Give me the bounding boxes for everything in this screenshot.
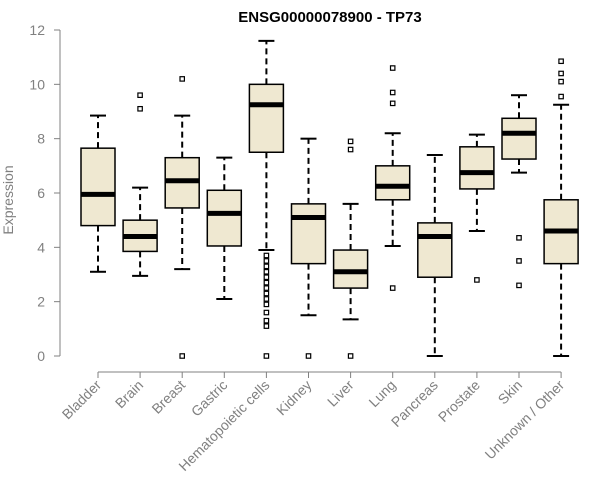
x-tick-label: Pancreas xyxy=(388,377,441,430)
outlier-point xyxy=(137,92,143,99)
outlier-point xyxy=(389,285,396,291)
outlier-point xyxy=(389,89,396,96)
box-group xyxy=(80,114,116,273)
y-tick-label: 0 xyxy=(37,348,45,364)
outlier-point xyxy=(263,263,270,270)
y-tick-label: 2 xyxy=(37,294,45,310)
x-tick-label: Lung xyxy=(365,377,398,410)
box-group xyxy=(290,137,327,359)
x-tick-label: Brain xyxy=(112,377,146,411)
y-tick-label: 8 xyxy=(37,131,45,147)
box-group xyxy=(248,39,285,359)
outlier-point xyxy=(263,252,270,259)
box-plots xyxy=(80,39,579,359)
outlier-point xyxy=(263,285,270,291)
outlier-point xyxy=(389,100,396,107)
x-tick-label: Kidney xyxy=(273,377,315,419)
outlier-point xyxy=(263,323,270,329)
outlier-point xyxy=(263,317,270,324)
box-group xyxy=(122,92,158,277)
outlier-point xyxy=(389,65,396,71)
box-iqr xyxy=(206,189,243,247)
outlier-point xyxy=(263,279,270,286)
box-group xyxy=(543,58,579,357)
outlier-point xyxy=(558,58,564,65)
outlier-point xyxy=(263,258,270,264)
box-group xyxy=(374,65,411,291)
box-group xyxy=(459,133,495,283)
outlier-point xyxy=(305,353,312,359)
x-tick-label: Breast xyxy=(148,377,188,417)
outlier-point xyxy=(137,105,143,112)
x-tick-label: Prostate xyxy=(435,377,483,425)
chart-title: ENSG00000078900 - TP73 xyxy=(238,9,421,26)
box-iqr xyxy=(417,222,453,278)
x-tick-label: Liver xyxy=(324,377,357,410)
box-iqr xyxy=(332,249,369,289)
outlier-point xyxy=(347,138,354,145)
box-group xyxy=(206,156,243,300)
box-group xyxy=(501,94,537,289)
outlier-point xyxy=(263,268,270,275)
outlier-point xyxy=(179,353,186,359)
outlier-point xyxy=(516,282,522,289)
box-iqr xyxy=(290,203,327,265)
y-tick-label: 6 xyxy=(37,185,45,201)
outlier-point xyxy=(263,309,270,316)
outlier-point xyxy=(179,76,186,82)
outlier-point xyxy=(347,353,354,359)
outlier-point xyxy=(558,78,564,85)
box-iqr xyxy=(501,117,537,160)
box-group xyxy=(332,138,369,359)
y-tick-label: 4 xyxy=(37,239,45,255)
box-group xyxy=(417,153,453,357)
y-axis: 0 2 4 6 8 10 12 xyxy=(29,22,61,364)
outlier-point xyxy=(347,146,354,153)
outlier-point xyxy=(516,258,522,264)
x-tick-label: Bladder xyxy=(59,377,105,423)
y-axis-label: Expression xyxy=(0,165,16,234)
outlier-point xyxy=(263,353,270,359)
x-tick-label: Unknown / Other xyxy=(482,377,568,463)
box-iqr xyxy=(374,165,411,201)
box-group xyxy=(164,76,200,359)
y-tick-label: 10 xyxy=(29,76,45,92)
outlier-point xyxy=(263,274,270,281)
outlier-point xyxy=(263,290,270,297)
box-iqr xyxy=(248,83,285,153)
box-iqr xyxy=(80,147,116,227)
outlier-point xyxy=(558,93,564,100)
outlier-point xyxy=(558,70,564,77)
outlier-point xyxy=(263,301,270,308)
y-tick-label: 12 xyxy=(29,22,45,38)
x-tick-label: Skin xyxy=(495,377,526,408)
outlier-point xyxy=(516,235,522,241)
outlier-point xyxy=(263,296,270,302)
box-iqr xyxy=(459,146,495,190)
outlier-point xyxy=(474,277,480,283)
